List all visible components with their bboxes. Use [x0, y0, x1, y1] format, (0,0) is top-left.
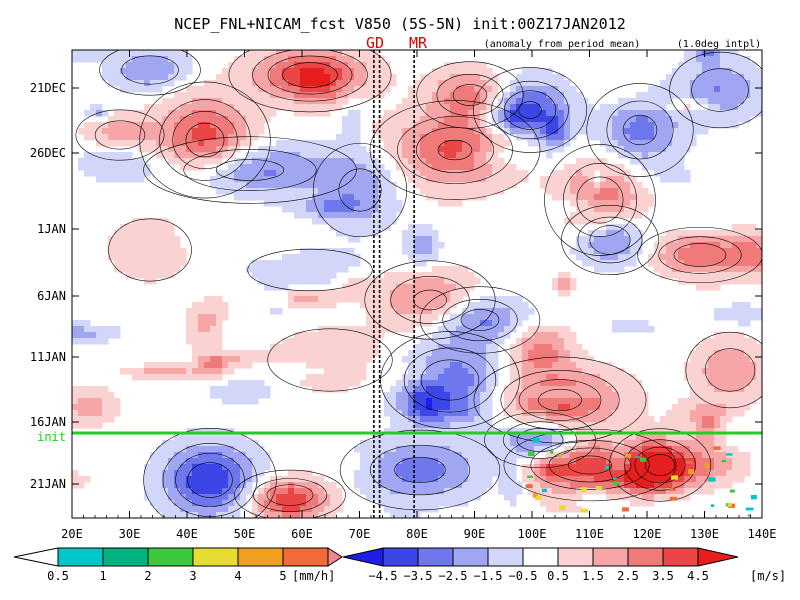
x-tick-label: 140E — [748, 527, 777, 541]
wind-unit: [m/s] — [750, 569, 786, 583]
y-tick-label: 26DEC — [30, 146, 66, 160]
wind-colorbar-label: 1.5 — [582, 569, 604, 583]
anomaly-note: (anomaly from period mean) — [484, 39, 641, 50]
precip-colorbar-label: 1 — [99, 569, 106, 583]
precip-color-swatch — [192, 547, 239, 567]
x-tick-label: 130E — [690, 527, 719, 541]
x-tick-label: 50E — [234, 527, 256, 541]
x-tick-label: 80E — [406, 527, 428, 541]
wind-colorbar-label: −1.5 — [474, 569, 503, 583]
precip-color-swatch — [282, 547, 329, 567]
x-axis: 20E 30E 40E 50E 60E 70E 80E 90E 100E 110E 120E 130E… — [61, 50, 776, 541]
y-tick-label: 21JAN — [30, 477, 66, 491]
longitude-markers — [373, 50, 415, 518]
wind-color-swatch — [627, 547, 664, 567]
precip-colorbar: 0.5 1 2 3 4 5 — [13, 547, 343, 583]
wind-colorbar: −4.5 −3.5 −2.5 −1.5 −0.5 0.5 1.5 2.5 3.5 4.5 — [342, 547, 739, 583]
x-tick-label: 70E — [349, 527, 371, 541]
wind-color-swatch — [557, 547, 594, 567]
wind-color-swatch — [662, 547, 699, 567]
precip-unit: [mm/h] — [292, 569, 335, 583]
precip-color-swatch — [102, 547, 149, 567]
x-tick-label: 110E — [575, 527, 604, 541]
y-axis: 21DEC 26DEC 1JAN 6JAN 11JAN 16JAN 21JAN — [30, 81, 762, 491]
y-tick-label: 16JAN — [30, 415, 66, 429]
interp-note: (1.0deg intpl) — [677, 39, 761, 50]
precip-blobs — [522, 438, 757, 518]
precip-colorbar-label: 3 — [189, 569, 196, 583]
y-tick-label: 6JAN — [37, 289, 66, 303]
wind-color-swatch — [417, 547, 454, 567]
x-tick-label: 120E — [633, 527, 662, 541]
x-tick-label: 30E — [119, 527, 141, 541]
contour-lines — [75, 50, 762, 518]
plot-area — [72, 50, 762, 518]
precip-colorbar-label: 4 — [234, 569, 241, 583]
wind-colorbar-label: 0.5 — [547, 569, 569, 583]
wind-colorbar-label: −3.5 — [404, 569, 433, 583]
x-tick-label: 60E — [291, 527, 313, 541]
y-tick-label: 11JAN — [30, 350, 66, 364]
precip-color-swatch — [57, 547, 104, 567]
precip-colorbar-label: 0.5 — [47, 569, 69, 583]
wind-color-swatch — [592, 547, 629, 567]
wind-colorbar-label: −0.5 — [509, 569, 538, 583]
init-label: init — [37, 430, 66, 444]
wind-colorbar-label: 2.5 — [617, 569, 639, 583]
precip-color-swatch — [237, 547, 284, 567]
x-tick-label: 40E — [176, 527, 198, 541]
precip-colorbar-label: 2 — [144, 569, 151, 583]
wind-color-swatch — [452, 547, 489, 567]
precip-colorbar-label: 5 — [279, 569, 286, 583]
wind-color-swatch — [487, 547, 524, 567]
chart-title: NCEP_FNL+NICAM_fcst V850 (5S-5N) init:00… — [174, 15, 626, 33]
x-tick-label: 100E — [518, 527, 547, 541]
wind-color-swatch — [522, 547, 559, 567]
x-tick-label: 20E — [61, 527, 83, 541]
wind-colorbar-label: 4.5 — [687, 569, 709, 583]
wind-colorbar-label: −2.5 — [439, 569, 468, 583]
wind-colorbar-label: −4.5 — [369, 569, 398, 583]
wind-colorbar-label: 3.5 — [652, 569, 674, 583]
marker-gd-label: GD — [366, 34, 384, 52]
y-tick-label: 21DEC — [30, 81, 66, 95]
wind-color-swatch — [382, 547, 419, 567]
precip-color-swatch — [147, 547, 194, 567]
marker-mr-label: MR — [409, 34, 428, 52]
x-tick-label: 90E — [464, 527, 486, 541]
y-tick-label: 1JAN — [37, 222, 66, 236]
